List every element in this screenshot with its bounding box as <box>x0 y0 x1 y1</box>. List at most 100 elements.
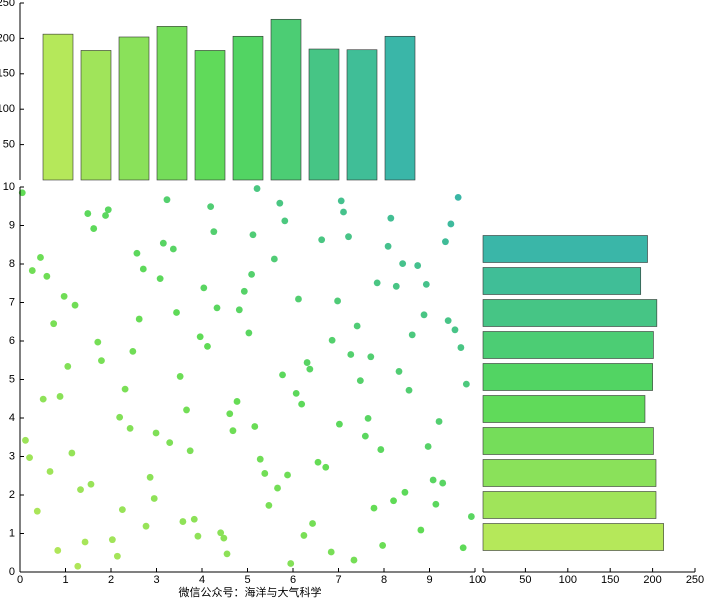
point <box>60 292 68 300</box>
point <box>207 203 215 211</box>
x-tick-label: 150 <box>601 574 619 586</box>
point <box>64 363 72 370</box>
x-tick-label: 1 <box>62 574 68 586</box>
point <box>108 536 116 544</box>
bar <box>482 235 648 263</box>
y-tick-label: 3 <box>9 450 15 462</box>
point <box>118 506 126 514</box>
point <box>159 239 167 247</box>
point <box>417 526 425 534</box>
point <box>81 538 89 546</box>
point <box>46 468 54 475</box>
point <box>152 429 160 437</box>
point <box>200 284 208 292</box>
x-tick-label: 8 <box>381 574 387 586</box>
bar <box>482 395 646 423</box>
point <box>87 480 95 488</box>
point <box>18 189 26 197</box>
point <box>43 272 51 280</box>
point <box>186 447 194 455</box>
y-tick-label: 4 <box>9 412 15 424</box>
point <box>377 446 385 453</box>
point <box>37 254 44 261</box>
x-tick-label: 0 <box>17 574 23 586</box>
point <box>163 196 171 204</box>
point <box>240 287 248 295</box>
point <box>249 231 257 239</box>
point <box>113 552 121 560</box>
point <box>179 518 187 525</box>
point <box>54 547 62 554</box>
point <box>284 471 291 479</box>
point <box>392 282 400 290</box>
point <box>261 470 269 477</box>
y-tick-label: 10 <box>3 181 15 193</box>
point <box>435 418 443 425</box>
bar <box>482 299 658 327</box>
x-tick-label: 9 <box>426 574 432 586</box>
point <box>28 267 36 274</box>
x-tick-label: 7 <box>335 574 341 586</box>
point <box>129 347 137 355</box>
point <box>50 320 58 328</box>
y-tick-label: 6 <box>9 335 15 347</box>
point <box>379 542 387 549</box>
point <box>364 414 372 422</box>
bar <box>232 35 264 181</box>
point <box>33 507 41 515</box>
point <box>447 220 455 228</box>
point <box>292 389 300 397</box>
point <box>345 233 352 241</box>
point <box>196 333 204 341</box>
bar <box>156 26 188 181</box>
point <box>98 357 105 365</box>
y-tick-label: 8 <box>9 258 15 270</box>
point <box>459 544 467 552</box>
x-tick-label: 250 <box>686 574 704 586</box>
point <box>306 365 314 373</box>
point <box>328 336 336 344</box>
point <box>350 556 358 564</box>
point <box>361 432 369 440</box>
point <box>90 225 98 232</box>
x-tick-label: 6 <box>290 574 296 586</box>
point <box>337 197 345 205</box>
point <box>74 562 82 570</box>
point <box>253 185 261 192</box>
point <box>251 423 259 430</box>
point <box>401 488 409 496</box>
point <box>229 427 237 435</box>
point <box>454 193 462 201</box>
point <box>233 398 241 405</box>
point <box>135 315 143 323</box>
point <box>451 326 459 334</box>
bar <box>384 35 416 181</box>
point <box>71 301 79 309</box>
y-tick-label: 200 <box>0 32 15 44</box>
point <box>173 309 180 316</box>
point <box>442 238 449 246</box>
point <box>194 532 202 540</box>
point <box>166 439 174 447</box>
point <box>384 242 392 250</box>
point <box>274 484 281 492</box>
point <box>150 495 158 502</box>
point <box>210 228 218 236</box>
point <box>340 208 347 216</box>
point <box>390 497 397 505</box>
point <box>370 504 378 512</box>
point <box>183 406 190 414</box>
y-tick-label: 5 <box>9 373 15 385</box>
bar <box>308 48 340 181</box>
point <box>142 522 150 530</box>
point <box>256 455 264 463</box>
x-tick-label: 3 <box>153 574 159 586</box>
point <box>279 371 286 379</box>
point <box>395 368 403 375</box>
x-tick-label: 200 <box>643 574 661 586</box>
point <box>420 311 428 319</box>
y-tick-label: 1 <box>9 527 15 539</box>
point <box>367 353 375 361</box>
point <box>387 214 395 222</box>
bar <box>80 50 112 181</box>
